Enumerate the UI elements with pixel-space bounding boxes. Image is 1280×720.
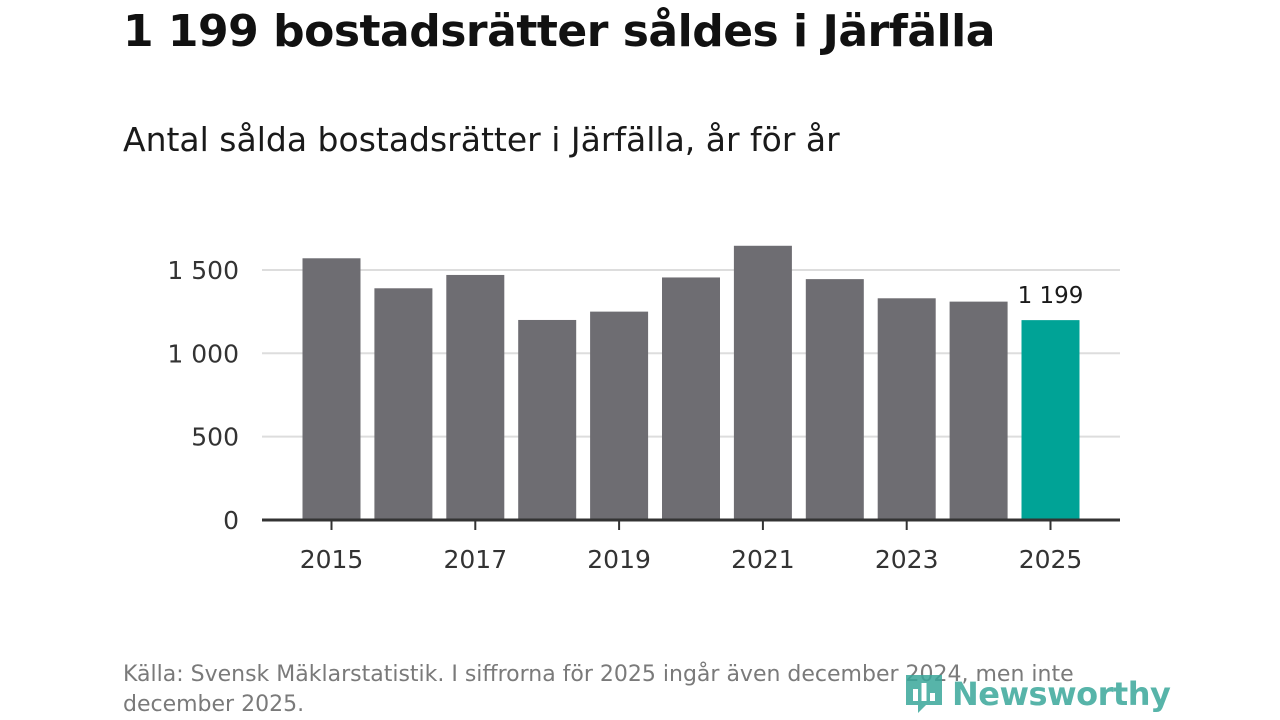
bars: [302, 245, 1080, 520]
bar-2015: [302, 258, 361, 520]
data-label-2025: 1 199: [1018, 283, 1084, 309]
bar-2023: [877, 298, 936, 520]
x-tick-label: 2015: [300, 545, 364, 574]
x-tick-label: 2019: [587, 545, 651, 574]
chart-title: 1 199 bostadsrätter såldes i Järfälla: [123, 6, 995, 57]
y-tick-label: 1 500: [167, 256, 239, 285]
newsworthy-logo: Newsworthy: [902, 670, 1171, 718]
y-tick-label: 1 000: [167, 339, 239, 368]
y-axis-ticks: 0 500 1 000 1 500: [167, 256, 239, 535]
data-labels: 1 199: [1018, 283, 1084, 309]
x-tick-label: 2025: [1019, 545, 1083, 574]
chart-subtitle: Antal sålda bostadsrätter i Järfälla, år…: [123, 120, 840, 159]
bar-2022: [805, 279, 864, 520]
bar-2020: [662, 277, 720, 520]
bar-2025: [1021, 320, 1080, 520]
bar-2016: [374, 288, 433, 520]
bar-2017: [446, 274, 505, 520]
newsworthy-logo-text: Newsworthy: [952, 675, 1171, 713]
x-tick-label: 2017: [443, 545, 507, 574]
x-tick-label: 2023: [875, 545, 939, 574]
bar-2018: [518, 319, 577, 520]
x-tick-label: 2021: [731, 545, 795, 574]
bar-2021: [733, 245, 792, 520]
y-tick-label: 0: [223, 506, 239, 535]
bar-2019: [590, 311, 649, 520]
x-axis-ticks: 2015 2017 2019 2021 2023 2025: [300, 520, 1083, 574]
bar-2024: [949, 301, 1008, 520]
newsworthy-logo-icon: [906, 675, 942, 713]
y-tick-label: 500: [191, 423, 239, 452]
